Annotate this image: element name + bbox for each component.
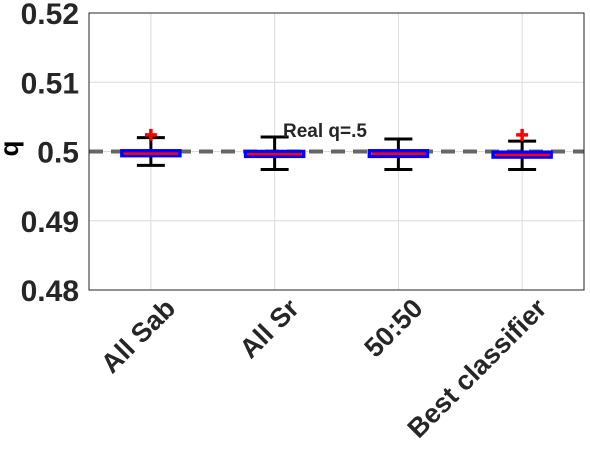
boxes-group: [120, 128, 553, 172]
box-1: [243, 135, 306, 172]
y-tick-label-2: 0.5: [37, 137, 79, 170]
y-tick-labels: 0.48 0.49 0.5 0.51 0.52: [21, 0, 79, 308]
box-2: [367, 137, 430, 172]
y-axis-label: q: [0, 141, 24, 157]
x-tick-label-2: 50:50: [359, 293, 429, 363]
x-tick-label-1: All Sr: [234, 293, 305, 364]
reference-line-label: Real q=.5: [283, 121, 367, 142]
box-rect-0: [120, 149, 182, 158]
box-rect-3: [491, 150, 553, 159]
y-tick-label-3: 0.51: [21, 67, 79, 100]
y-tick-label-4: 0.52: [21, 0, 79, 31]
plot-frame: [88, 12, 585, 291]
x-tick-label-0: All Sab: [95, 293, 181, 379]
box-0: [120, 128, 182, 167]
y-tick-label-1: 0.49: [21, 206, 79, 239]
box-rect-2: [367, 149, 430, 159]
box-3: [491, 128, 553, 172]
box-rect-1: [243, 149, 306, 159]
y-tick-label-0: 0.48: [21, 275, 79, 308]
